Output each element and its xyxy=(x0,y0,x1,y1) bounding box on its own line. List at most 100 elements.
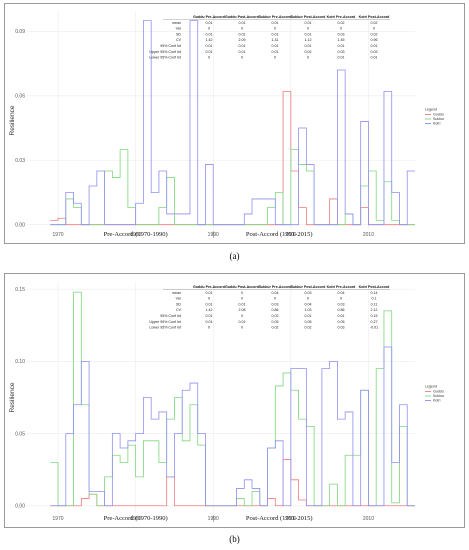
stats-cell: 0 xyxy=(208,27,210,31)
x-tick-label: 2000 xyxy=(285,516,296,522)
plot-area xyxy=(27,282,415,513)
stats-cell: 0.01 xyxy=(239,21,246,25)
stats-cell: 0.86 xyxy=(338,308,345,312)
stats-col-header: Sukkur Post-Accord xyxy=(291,285,326,289)
stats-cell: 1.12 xyxy=(305,38,312,42)
stats-row-label: Lower 95% Conf Int xyxy=(149,326,181,330)
stats-cell: 0.03 xyxy=(338,302,345,306)
stats-cell: 0 xyxy=(241,27,243,31)
legend-entry: Sukkur xyxy=(433,394,445,398)
stats-cell: 0.01 xyxy=(338,56,345,60)
stats-cell: 0.01 xyxy=(239,32,246,36)
era-label: Pre-Accord (1970-1990) xyxy=(104,231,168,238)
stats-row-label: 95% Conf Int xyxy=(160,314,181,318)
series-line-kotri xyxy=(50,346,415,507)
y-tick-label: 0.09 xyxy=(15,29,25,35)
stats-cell: 0.96 xyxy=(371,38,378,42)
stats-col-header: Kotri Post-Accord xyxy=(359,285,390,289)
stats-cell: 0.01 xyxy=(305,21,312,25)
stats-cell: 0.01 xyxy=(305,32,312,36)
x-tick-label: 2010 xyxy=(363,516,374,522)
caption-a: (a) xyxy=(229,251,240,261)
era-label: Pre-Accord (1970-1990) xyxy=(104,515,168,522)
stats-col-header: Guddu Pre-Accord xyxy=(193,285,225,289)
y-tick-label: 0.00 xyxy=(15,503,25,509)
stats-cell: 0 xyxy=(340,27,342,31)
stats-cell: 0 xyxy=(241,314,243,318)
stats-cell: 0.14 xyxy=(371,291,378,295)
stats-cell: 2.12 xyxy=(371,308,378,312)
stats-cell: 0.01 xyxy=(206,291,213,295)
stats-cell: 0.02 xyxy=(272,326,279,330)
stats-cell: 1.03 xyxy=(305,308,312,312)
x-tick-label: 2010 xyxy=(363,232,374,238)
x-tick-label: 1980 xyxy=(130,516,141,522)
stats-cell: 0.01 xyxy=(272,21,279,25)
stats-cell: 0.04 xyxy=(305,302,312,306)
chart-panel-b: 0.00 0.05 0.10 0.15 1970 1980 1990 2000 2010 Resi… xyxy=(4,273,465,528)
stats-cell: 0.86 xyxy=(272,308,279,312)
stats-cell: 0.27 xyxy=(371,320,378,324)
x-tick-label: 1980 xyxy=(130,232,141,238)
stats-cell: 0.02 xyxy=(371,32,378,36)
stats-cell: 0 xyxy=(241,326,243,330)
stats-row-label: mean xyxy=(172,291,181,295)
stats-cell: 1.31 xyxy=(272,38,279,42)
stats-cell: 0.05 xyxy=(305,320,312,324)
y-tick-label: 0.05 xyxy=(15,431,25,437)
stats-row-label: Var xyxy=(176,27,182,31)
stats-cell: 0 xyxy=(307,56,309,60)
stats-cell: 0.01 xyxy=(305,314,312,318)
stats-cell: 0.15 xyxy=(371,314,378,318)
stats-cell: 0.01 xyxy=(371,56,378,60)
stats-cell: 0.02 xyxy=(305,326,312,330)
stats-cell: 0.01 xyxy=(206,302,213,306)
x-tick-label: 2000 xyxy=(285,232,296,238)
stats-col-header: Sukkur Post-Accord xyxy=(291,15,326,19)
stats-cell: 0.03 xyxy=(272,302,279,306)
y-tick-label: 0.15 xyxy=(15,287,25,293)
stats-cell: 0.05 xyxy=(338,320,345,324)
stats-row-label: SD xyxy=(176,302,181,306)
stats-cell: 0 xyxy=(208,326,210,330)
stats-col-header: Sukkur Pre-Accord xyxy=(259,15,292,19)
stats-cell: 0 xyxy=(241,291,243,295)
stats-cell: 0.04 xyxy=(272,291,279,295)
stats-cell: 0.11 xyxy=(371,302,378,306)
stats-row-label: Var xyxy=(176,297,182,301)
chart-panel-a: 0.00 0.03 0.06 0.09 1970 1980 1990 2000 2010 Resi… xyxy=(4,3,465,244)
stats-cell: 0.01 xyxy=(206,32,213,36)
legend-entry: Sukkur xyxy=(433,117,445,121)
y-tick-label: 0.00 xyxy=(15,222,25,228)
stats-cell: 0.01 xyxy=(272,50,279,54)
stats-cell: 0.03 xyxy=(338,326,345,330)
stats-cell: 0 xyxy=(373,27,375,31)
stats-row-label: 95% Conf Int xyxy=(160,44,181,48)
stats-cell: 0.01 xyxy=(239,302,246,306)
stats-cell: 0.01 xyxy=(272,44,279,48)
stats-col-header: Guddu Pre-Accord xyxy=(193,15,225,19)
stats-cell: 0 xyxy=(307,297,309,301)
legend-title: Legend xyxy=(425,108,437,112)
y-tick-label: 0.10 xyxy=(15,359,25,365)
stats-cell: 0.1 xyxy=(372,297,377,301)
stats-cell: 0 xyxy=(340,297,342,301)
stats-cell: 0.01 xyxy=(338,44,345,48)
stats-cell: 0.01 xyxy=(206,44,213,48)
stats-cell: 0 xyxy=(274,297,276,301)
stats-cell: 0.01 xyxy=(206,50,213,54)
stats-cell: 0.04 xyxy=(338,291,345,295)
y-axis-label: Resilience xyxy=(9,382,16,412)
stats-cell: -0.01 xyxy=(370,326,378,330)
stats-cell: 0 xyxy=(274,56,276,60)
stats-cell: 0.01 xyxy=(206,314,213,318)
stats-cell: 0.01 xyxy=(371,44,378,48)
stats-cell: 0.03 xyxy=(338,32,345,36)
stats-row-label: Lower 95% Conf Int xyxy=(149,56,181,60)
stats-cell: 1.45 xyxy=(338,38,345,42)
stats-row-label: mean xyxy=(172,21,181,25)
stats-cell: 0.01 xyxy=(272,32,279,36)
stats-row-label: CV xyxy=(176,38,182,42)
stats-cell: 0.02 xyxy=(305,50,312,54)
stats-cell: 0.03 xyxy=(305,291,312,295)
